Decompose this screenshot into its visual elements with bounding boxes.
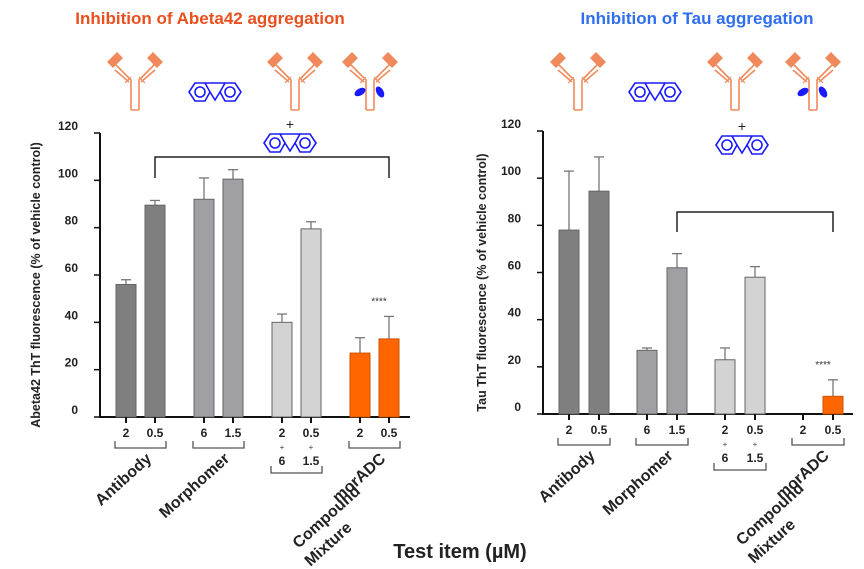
group-label: Antibody [536, 447, 599, 506]
group-bracket [557, 438, 611, 446]
y-tick-label: 100 [58, 166, 78, 180]
antibody-icon [706, 51, 764, 111]
y-tick-label: 120 [58, 119, 78, 133]
bar-morphomer [636, 349, 658, 415]
x-tick-label: 2 [279, 426, 286, 440]
bar-antibody [144, 204, 166, 418]
y-tick-label: 0 [514, 400, 521, 414]
antibody-icon [549, 51, 607, 111]
x-tick-label-2: 6 [722, 451, 729, 465]
chart-title: Inhibition of Tau aggregation [581, 9, 814, 28]
bar-antibody [115, 283, 137, 418]
bar-compound-mixture [300, 228, 322, 418]
bar-moradc [822, 395, 844, 415]
bar-morphomer [222, 178, 244, 418]
plus-sign: + [753, 440, 758, 449]
comparison-bracket [676, 211, 834, 232]
significance-stars: **** [815, 360, 831, 371]
bar-antibody [588, 190, 610, 415]
y-axis-label: Abeta42 ThT fluorescence (% of vehicle c… [29, 142, 43, 427]
plus-sign: + [309, 443, 314, 452]
x-tick-label: 2 [800, 423, 807, 437]
group-bracket [270, 466, 323, 474]
y-tick-label: 40 [508, 306, 522, 320]
antibody-icon [784, 51, 842, 111]
x-tick-label: 1.5 [669, 423, 686, 437]
antibody-icon [266, 51, 324, 111]
morphomer-icon [188, 82, 242, 102]
x-tick-label: 0.5 [381, 426, 398, 440]
y-tick-label: 20 [65, 356, 79, 370]
antibody-icon [106, 51, 164, 111]
x-tick-label: 6 [201, 426, 208, 440]
x-tick-label: 0.5 [825, 423, 842, 437]
x-tick-label: 0.5 [147, 426, 164, 440]
payload-icon [797, 87, 809, 97]
bar-morphomer [666, 267, 688, 415]
x-tick-label: 2 [357, 426, 364, 440]
significance-stars: **** [371, 296, 387, 307]
x-tick-label: 2 [123, 426, 130, 440]
plus-sign: + [738, 118, 746, 134]
bar-compound-mixture [744, 276, 766, 415]
group-label: Morphomer [600, 447, 677, 519]
morphomer-icon [263, 133, 317, 153]
y-tick-label: 60 [65, 261, 79, 275]
x-tick-label: 0.5 [591, 423, 608, 437]
y-tick-label: 80 [65, 214, 79, 228]
group-label: Antibody [92, 450, 155, 509]
abeta42-chart: Inhibition of Abeta42 aggregation0204060… [29, 9, 410, 569]
morphomer-icon [715, 135, 769, 155]
group-bracket [192, 441, 245, 449]
x-axis-label: Test item (µM) [393, 541, 526, 563]
x-tick-label: 2 [566, 423, 573, 437]
bar-morphomer [193, 198, 215, 418]
bar-antibody [558, 229, 580, 415]
x-tick-label: 0.5 [747, 423, 764, 437]
y-tick-label: 120 [501, 117, 521, 131]
y-tick-label: 20 [508, 353, 522, 367]
y-tick-label: 60 [508, 259, 522, 273]
plus-sign: + [286, 116, 294, 132]
bar-moradc [349, 352, 371, 418]
payload-icon [375, 86, 385, 98]
group-label: Morphomer [156, 450, 233, 522]
morphomer-icon [628, 82, 682, 102]
plus-sign: + [280, 443, 285, 452]
x-tick-label: 1.5 [225, 426, 242, 440]
x-tick-label: 2 [722, 423, 729, 437]
y-tick-label: 40 [65, 308, 79, 322]
chart-title: Inhibition of Abeta42 aggregation [75, 9, 345, 28]
comparison-bracket [154, 156, 390, 178]
group-bracket [635, 438, 689, 446]
group-bracket [713, 463, 767, 471]
antibody-icon [341, 51, 399, 111]
x-tick-label-2: 6 [279, 454, 286, 468]
group-bracket [348, 441, 401, 449]
bar-compound-mixture [714, 359, 736, 415]
group-bracket [114, 441, 167, 449]
bar-compound-mixture [271, 321, 293, 418]
x-tick-label: 0.5 [303, 426, 320, 440]
tau-chart: Inhibition of Tau aggregation 0 20 40 60 80 10… [475, 9, 853, 567]
y-tick-label: 100 [501, 164, 521, 178]
x-tick-label-2: 1.5 [747, 451, 764, 465]
x-tick-label-2: 1.5 [303, 454, 320, 468]
group-bracket [791, 438, 845, 446]
plus-sign: + [723, 440, 728, 449]
bar-moradc [378, 338, 400, 418]
x-tick-label: 6 [644, 423, 651, 437]
y-tick-label: 0 [71, 403, 78, 417]
y-axis-label: Tau ThT fluorescence (% of vehicle contr… [475, 153, 489, 411]
payload-icon [818, 86, 828, 98]
y-tick-label: 80 [508, 211, 522, 225]
payload-icon [354, 87, 366, 97]
